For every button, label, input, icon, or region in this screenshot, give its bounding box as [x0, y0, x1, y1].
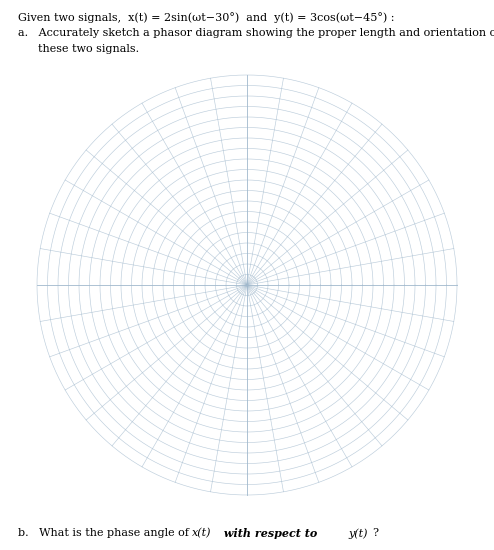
- Text: with respect to: with respect to: [220, 528, 321, 539]
- Text: b.   What is the phase angle of: b. What is the phase angle of: [18, 528, 196, 538]
- Text: Given two signals,  x(t) = 2sin(ωt−30°)  and  y(t) = 3cos(ωt−45°) :: Given two signals, x(t) = 2sin(ωt−30°) a…: [18, 12, 395, 23]
- Text: y(t): y(t): [348, 528, 368, 538]
- Text: ?: ?: [372, 528, 378, 538]
- Text: a.   Accurately sketch a phasor diagram showing the proper length and orientatio: a. Accurately sketch a phasor diagram sh…: [18, 28, 494, 38]
- Text: these two signals.: these two signals.: [38, 44, 139, 54]
- Text: x(t): x(t): [192, 528, 211, 538]
